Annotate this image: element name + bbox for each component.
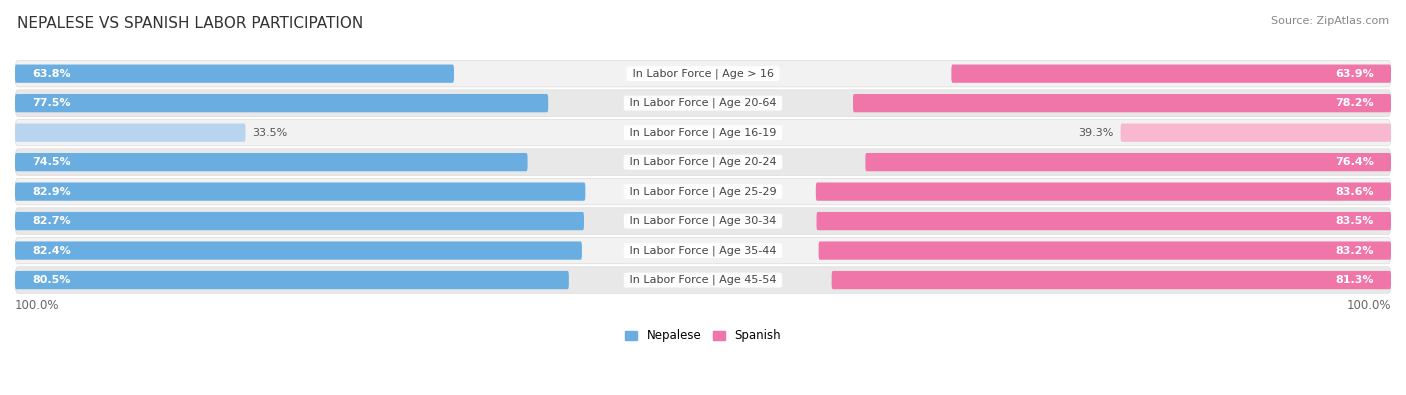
FancyBboxPatch shape: [15, 212, 583, 230]
FancyBboxPatch shape: [15, 153, 527, 171]
Legend: Nepalese, Spanish: Nepalese, Spanish: [620, 325, 786, 347]
Text: 83.2%: 83.2%: [1336, 246, 1374, 256]
FancyBboxPatch shape: [832, 271, 1391, 289]
Text: In Labor Force | Age > 16: In Labor Force | Age > 16: [628, 68, 778, 79]
FancyBboxPatch shape: [15, 241, 582, 260]
Text: 82.9%: 82.9%: [32, 186, 70, 197]
FancyBboxPatch shape: [15, 179, 1391, 205]
FancyBboxPatch shape: [15, 124, 246, 142]
Text: 76.4%: 76.4%: [1334, 157, 1374, 167]
FancyBboxPatch shape: [15, 60, 1391, 87]
Text: 82.4%: 82.4%: [32, 246, 70, 256]
Text: 63.9%: 63.9%: [1336, 69, 1374, 79]
FancyBboxPatch shape: [15, 90, 1391, 117]
Text: 74.5%: 74.5%: [32, 157, 70, 167]
Text: 39.3%: 39.3%: [1078, 128, 1114, 137]
FancyBboxPatch shape: [15, 208, 1391, 234]
FancyBboxPatch shape: [15, 119, 1391, 146]
Text: In Labor Force | Age 16-19: In Labor Force | Age 16-19: [626, 128, 780, 138]
Text: 78.2%: 78.2%: [1336, 98, 1374, 108]
FancyBboxPatch shape: [15, 267, 1391, 293]
FancyBboxPatch shape: [815, 182, 1391, 201]
FancyBboxPatch shape: [952, 64, 1391, 83]
Text: In Labor Force | Age 30-34: In Labor Force | Age 30-34: [626, 216, 780, 226]
FancyBboxPatch shape: [818, 241, 1391, 260]
FancyBboxPatch shape: [817, 212, 1391, 230]
FancyBboxPatch shape: [865, 153, 1391, 171]
Text: 63.8%: 63.8%: [32, 69, 70, 79]
FancyBboxPatch shape: [15, 94, 548, 112]
Text: In Labor Force | Age 45-54: In Labor Force | Age 45-54: [626, 275, 780, 285]
FancyBboxPatch shape: [853, 94, 1391, 112]
Text: NEPALESE VS SPANISH LABOR PARTICIPATION: NEPALESE VS SPANISH LABOR PARTICIPATION: [17, 16, 363, 31]
Text: 81.3%: 81.3%: [1336, 275, 1374, 285]
Text: 100.0%: 100.0%: [1347, 299, 1391, 312]
Text: 100.0%: 100.0%: [15, 299, 59, 312]
FancyBboxPatch shape: [15, 237, 1391, 264]
Text: In Labor Force | Age 25-29: In Labor Force | Age 25-29: [626, 186, 780, 197]
FancyBboxPatch shape: [15, 182, 585, 201]
Text: Source: ZipAtlas.com: Source: ZipAtlas.com: [1271, 16, 1389, 26]
Text: 83.5%: 83.5%: [1336, 216, 1374, 226]
Text: In Labor Force | Age 20-24: In Labor Force | Age 20-24: [626, 157, 780, 167]
Text: 80.5%: 80.5%: [32, 275, 70, 285]
Text: 82.7%: 82.7%: [32, 216, 70, 226]
Text: In Labor Force | Age 20-64: In Labor Force | Age 20-64: [626, 98, 780, 108]
Text: 33.5%: 33.5%: [252, 128, 288, 137]
FancyBboxPatch shape: [15, 64, 454, 83]
Text: 77.5%: 77.5%: [32, 98, 70, 108]
Text: In Labor Force | Age 35-44: In Labor Force | Age 35-44: [626, 245, 780, 256]
FancyBboxPatch shape: [15, 271, 569, 289]
FancyBboxPatch shape: [1121, 124, 1391, 142]
FancyBboxPatch shape: [15, 149, 1391, 175]
Text: 83.6%: 83.6%: [1336, 186, 1374, 197]
